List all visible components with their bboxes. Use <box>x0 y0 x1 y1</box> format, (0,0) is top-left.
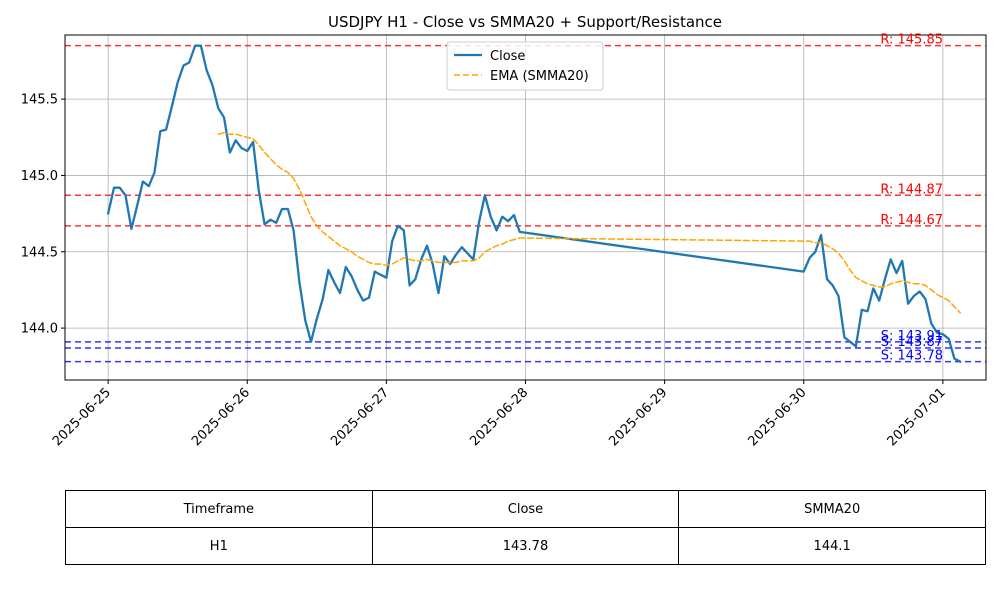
table-header-cell: Timeframe <box>65 490 373 528</box>
series-lines <box>106 44 962 363</box>
table-cell: H1 <box>65 527 373 565</box>
x-tick-label: 2025-06-25 <box>50 385 114 449</box>
y-tick-label: 144.0 <box>21 322 58 337</box>
support-resistance-lines <box>65 44 986 363</box>
legend: Close EMA (SMMA20) <box>446 41 604 91</box>
x-tick-label: 2025-07-01 <box>885 385 949 449</box>
x-tick-label: 2025-06-27 <box>328 385 392 449</box>
table-cell: 143.78 <box>371 527 680 565</box>
table-header-row: Timeframe Close SMMA20 <box>65 490 986 528</box>
chart-svg: USDJPY H1 - Close vs SMMA20 + Support/Re… <box>21 13 987 450</box>
table-row: H1 143.78 144.1 <box>65 527 986 565</box>
table-header-cell: SMMA20 <box>678 490 986 528</box>
grid-lines <box>65 35 986 380</box>
x-tick-label: 2025-06-26 <box>189 385 253 449</box>
support-level-label: S: 143.91 <box>881 329 943 344</box>
legend-label-ema: EMA (SMMA20) <box>490 69 589 84</box>
resistance-level-label: R: 144.87 <box>880 182 943 197</box>
table-header-cell: Close <box>371 490 680 528</box>
ema-series-line <box>217 131 962 314</box>
x-tick-label: 2025-06-29 <box>606 385 670 449</box>
y-tick-label: 145.0 <box>21 169 58 184</box>
legend-label-close: Close <box>490 49 525 64</box>
resistance-level-label: R: 144.67 <box>880 213 943 228</box>
support-level-label: S: 143.87 <box>881 335 943 350</box>
axes: 2025-06-25 2025-06-26 2025-06-27 2025-06-28… <box>21 93 949 450</box>
table-cell: 144.1 <box>678 527 986 565</box>
x-tick-label: 2025-06-28 <box>467 385 531 449</box>
y-tick-label: 144.5 <box>21 245 58 260</box>
level-labels: R: 145.85R: 144.87R: 144.67S: 143.91S: 1… <box>880 33 943 364</box>
summary-table: Timeframe Close SMMA20 H1 143.78 144.1 <box>65 490 986 565</box>
chart-title: USDJPY H1 - Close vs SMMA20 + Support/Re… <box>328 13 722 31</box>
x-tick-label: 2025-06-30 <box>746 385 810 449</box>
close-series-line <box>106 44 962 363</box>
legend-box <box>446 41 604 91</box>
y-tick-label: 145.5 <box>21 93 58 108</box>
resistance-level-label: R: 145.85 <box>880 33 943 48</box>
support-level-label: S: 143.78 <box>881 349 943 364</box>
